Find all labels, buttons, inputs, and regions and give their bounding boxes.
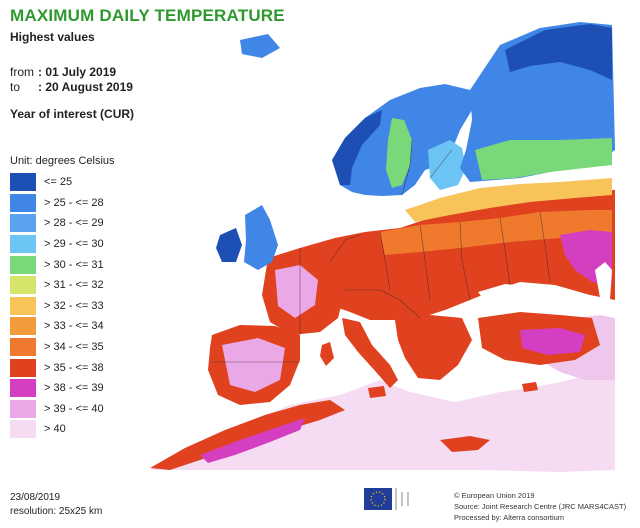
balkans-region — [395, 315, 472, 380]
to-date: : 20 August 2019 — [38, 80, 133, 94]
legend-label: > 32 - <= 33 — [44, 299, 104, 312]
france-interior-magenta — [275, 265, 318, 318]
finland-region — [428, 140, 466, 190]
legend-swatch — [10, 173, 36, 192]
legend-items: <= 25 > 25 - <= 28 > 28 - <= 29 > 29 - <= 3… — [6, 172, 115, 440]
legend-swatch — [10, 214, 36, 233]
legend-item: > 40 — [6, 419, 115, 440]
legend-swatch — [10, 193, 36, 212]
jrc-logo — [395, 488, 409, 510]
legend-swatch — [10, 379, 36, 398]
map-title: MAXIMUM DAILY TEMPERATURE — [10, 6, 285, 25]
legend-swatch — [10, 420, 36, 439]
italy-region — [342, 318, 398, 388]
issue-date: 23/08/2019 — [10, 492, 61, 503]
north-africa-region — [150, 368, 615, 472]
russia-green-band — [475, 138, 612, 180]
credits: © European Union 2019 Source: Joint Rese… — [454, 490, 626, 523]
legend-label: > 35 - <= 38 — [44, 361, 104, 374]
country-borders — [212, 139, 551, 363]
legend-item: > 32 - <= 33 — [6, 296, 115, 317]
iberia-interior-magenta — [222, 338, 285, 392]
sicily — [368, 386, 386, 398]
legend-label: > 40 — [44, 423, 66, 436]
legend-label: > 31 - <= 32 — [44, 279, 104, 292]
legend-item: > 28 - <= 29 — [6, 213, 115, 234]
legend-swatch — [10, 276, 36, 295]
legend-label: > 34 - <= 35 — [44, 341, 104, 354]
legend-label: > 39 - <= 40 — [44, 402, 104, 415]
black-sea — [478, 284, 548, 314]
legend-item: > 31 - <= 32 — [6, 275, 115, 296]
legend-item: > 25 - <= 28 — [6, 193, 115, 214]
legend-label: > 25 - <= 28 — [44, 196, 104, 209]
legend-swatch — [10, 296, 36, 315]
legend-label: <= 25 — [44, 176, 73, 189]
legend-swatch — [10, 255, 36, 274]
source-line: Source: Joint Research Centre (JRC MARS4… — [454, 502, 627, 511]
legend-label: > 28 - <= 29 — [44, 217, 104, 230]
iceland — [240, 34, 280, 58]
eu-flag-stars — [364, 488, 392, 510]
to-label: to — [10, 80, 21, 94]
legend-label: > 30 - <= 31 — [44, 258, 104, 271]
legend: Unit: degrees Celsius <= 25 > 25 - <= 28 >… — [6, 155, 115, 440]
north-russia-deep — [505, 24, 612, 80]
legend-swatch — [10, 358, 36, 377]
legend-label: > 38 - <= 39 — [44, 382, 104, 395]
poland-orange — [380, 210, 612, 255]
resolution: resolution: 25x25 km — [10, 506, 103, 517]
legend-label: > 29 - <= 30 — [44, 238, 104, 251]
norway-coast — [332, 110, 382, 185]
maghreb-magenta — [200, 418, 305, 463]
libya-coast — [440, 436, 490, 452]
maghreb-coast — [150, 400, 345, 470]
legend-title: Unit: degrees Celsius — [10, 155, 115, 167]
from-label: from — [10, 65, 34, 79]
turkey-magenta — [520, 328, 585, 355]
map-subtitle: Highest values — [10, 30, 95, 44]
legend-item: > 34 - <= 35 — [6, 337, 115, 358]
processed-by-line: Processed by: Alterra consortium — [454, 513, 565, 522]
sweden-green — [386, 118, 412, 188]
legend-item: > 38 - <= 39 — [6, 378, 115, 399]
legend-item: > 33 - <= 34 — [6, 316, 115, 337]
legend-item: <= 25 — [6, 172, 115, 193]
ireland — [216, 228, 242, 262]
copyright-line: © European Union 2019 — [454, 491, 535, 500]
baltic-yellow-band — [405, 178, 612, 222]
cyprus — [522, 382, 538, 392]
legend-swatch — [10, 338, 36, 357]
legend-swatch — [10, 399, 36, 418]
legend-swatch — [10, 235, 36, 254]
legend-swatch — [10, 317, 36, 336]
caspian-sea — [595, 262, 612, 300]
legend-item: > 29 - <= 30 — [6, 234, 115, 255]
legend-label: > 33 - <= 34 — [44, 320, 104, 333]
legend-item: > 35 - <= 38 — [6, 357, 115, 378]
from-date: : 01 July 2019 — [38, 65, 117, 79]
sardinia — [320, 342, 334, 366]
year-of-interest: Year of interest (CUR) — [10, 107, 135, 121]
legend-item: > 39 - <= 40 — [6, 399, 115, 420]
legend-item: > 30 - <= 31 — [6, 254, 115, 275]
great-britain — [244, 205, 278, 270]
